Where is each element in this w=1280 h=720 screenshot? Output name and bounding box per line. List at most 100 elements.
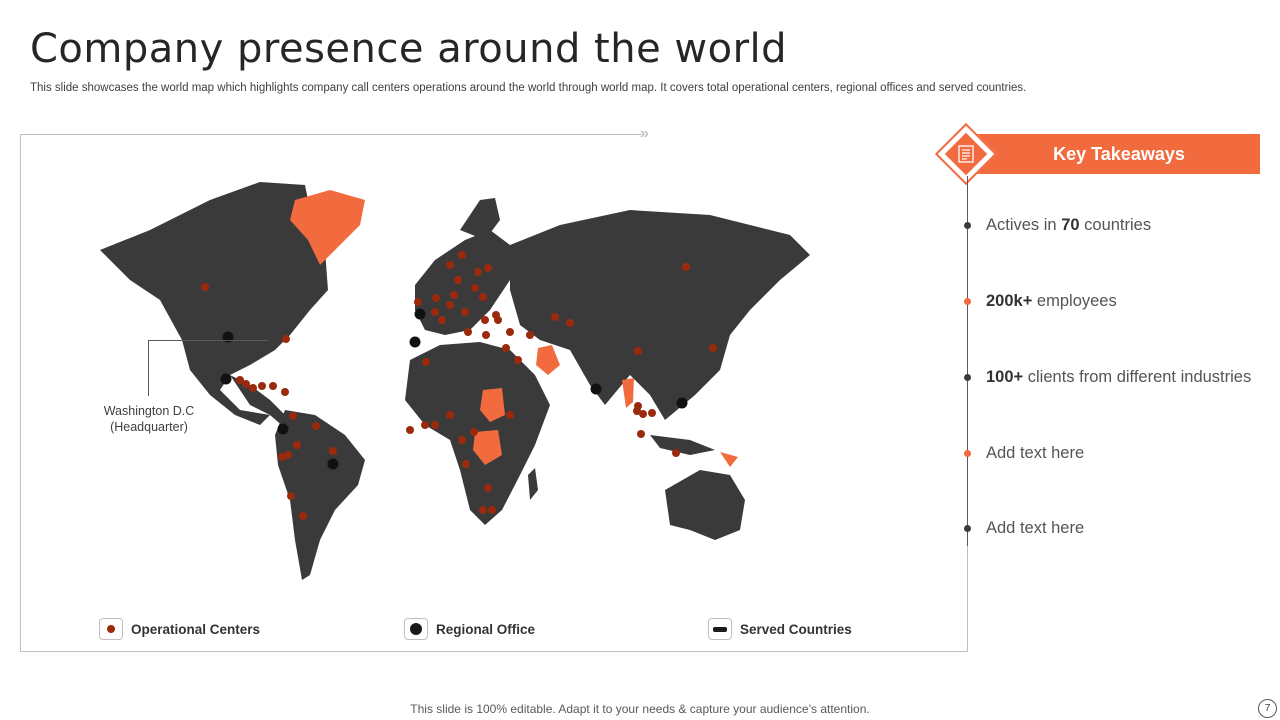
operational-center-icon [99,618,123,640]
served-myanmar [622,378,634,408]
operational-center-marker [236,376,244,384]
operational-center-marker [484,484,492,492]
operational-center-marker [634,347,642,355]
legend-served-label: Served Countries [740,621,852,637]
page-number: 7 [1258,699,1277,718]
operational-center-marker [329,447,337,455]
regional-office-marker [590,383,602,395]
operational-center-marker [312,422,320,430]
hq-pointer-horizontal [148,340,268,341]
operational-center-marker [566,319,574,327]
south-america [275,410,365,580]
operational-center-marker [458,251,466,259]
served-png [720,452,738,467]
regional-offices [220,308,688,470]
japan [715,320,725,355]
operational-center-marker [481,316,489,324]
world-map [100,182,810,580]
operational-center-marker [648,409,656,417]
operational-center-marker [514,356,522,364]
southeast-asia-islands [650,435,715,455]
operational-center-marker [506,328,514,336]
operational-center-marker [446,411,454,419]
operational-centers [201,251,717,520]
served-sudan [480,388,505,422]
takeaway-item: Actives in 70 countries [986,216,1152,234]
served-drc [473,430,502,465]
greenland [290,190,365,265]
takeaway-item: Add text here [986,444,1085,462]
legend-regional: Regional Office [404,618,535,640]
served-countries [290,190,738,467]
takeaways-timeline [967,176,968,546]
regional-office-marker [277,423,289,435]
operational-center-marker [474,268,482,276]
operational-center-marker [414,298,422,306]
operational-center-marker [709,344,717,352]
regional-office-marker [414,308,426,320]
madagascar [528,468,538,500]
takeaway-item: Add text here [986,519,1085,537]
served-iran [536,345,560,375]
operational-center-marker [287,492,295,500]
hq-pointer-vertical [148,340,149,396]
legend-served: Served Countries [708,618,852,640]
operational-center-marker [422,358,430,366]
operational-center-marker [470,428,478,436]
operational-center-marker [269,382,277,390]
hq-tag: (Headquarter) [110,420,188,434]
takeaway-bullet [964,450,971,457]
slide-title: Company presence around the world [30,26,788,72]
scandinavia [460,198,500,240]
operational-center-marker [281,388,289,396]
operational-center-marker [482,331,490,339]
key-takeaways-banner [966,134,1260,174]
legend-operational: Operational Centers [99,618,260,640]
regional-office-marker [222,331,234,343]
operational-center-marker [438,316,446,324]
takeaway-bullet [964,525,971,532]
takeaway-item: 200k+ employees [986,292,1117,310]
hq-city: Washington D.C [103,404,195,418]
operational-center-marker [506,411,514,419]
operational-center-marker [431,308,439,316]
legend-regional-label: Regional Office [436,621,536,637]
operational-center-marker [458,436,466,444]
operational-center-marker [278,453,286,461]
takeaway-item: 100+ clients from different industries [986,368,1252,386]
operational-center-marker [461,308,469,316]
operational-center-marker [672,449,680,457]
operational-center-marker [479,293,487,301]
operational-center-marker [488,506,496,514]
australia [665,470,745,540]
north-america [100,182,328,425]
key-takeaways-title: Key Takeaways [1053,144,1185,164]
hq-label: Washington D.C (Headquarter) [88,403,210,435]
operational-center-marker [431,421,439,429]
operational-center-marker [293,441,301,449]
operational-center-marker [432,294,440,302]
operational-center-marker [201,283,209,291]
operational-center-marker [242,380,250,388]
operational-center-marker [299,512,307,520]
legend-operational-label: Operational Centers [131,621,261,637]
chevron-right-icon: » [640,125,649,142]
operational-center-marker [454,276,462,284]
takeaway-bullet [964,374,971,381]
operational-center-marker [464,328,472,336]
operational-center-marker [637,430,645,438]
operational-center-marker [450,291,458,299]
regional-office-marker [327,458,339,470]
operational-center-marker [282,335,290,343]
served-country-icon [708,618,732,640]
regional-office-icon [404,618,428,640]
footer-note: This slide is 100% editable. Adapt it to… [410,702,870,716]
operational-center-marker [446,261,454,269]
asia [510,210,810,420]
operational-center-marker [471,284,479,292]
operational-center-marker [462,460,470,468]
takeaway-bullet [964,222,971,229]
notepad-icon [958,145,974,163]
operational-center-marker [494,316,502,324]
regional-office-marker [220,373,232,385]
